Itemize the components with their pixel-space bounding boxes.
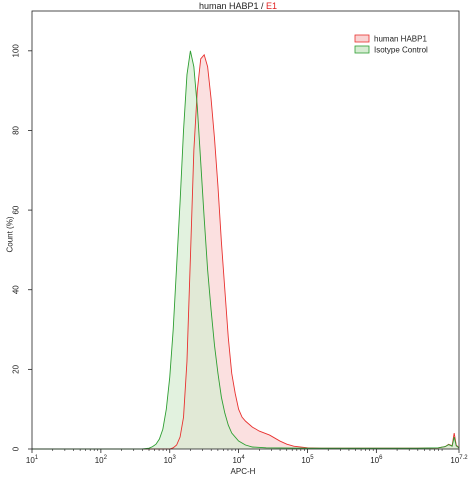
series-fill-0: [32, 54, 459, 450]
series-line-0: [32, 53, 460, 450]
chart-legend: human HABP1 Isotype Control: [354, 34, 428, 55]
chart-axes: 0 20 40 60 80 100 101 102 103 104 105 106 107.2: [12, 10, 468, 465]
x-tick-label: 104: [232, 455, 245, 465]
legend-swatch-1: [354, 45, 370, 54]
x-tick-label: 103: [164, 455, 177, 465]
y-tick-label: 80: [12, 125, 21, 134]
legend-swatch-0: [354, 34, 370, 43]
chart-title-main: human HABP1 /: [198, 1, 267, 11]
plot-frame: [31, 10, 460, 450]
series-fill-1: [32, 50, 459, 449]
x-tick-label: 101: [26, 455, 39, 465]
x-tick-label: 107.2: [450, 455, 468, 465]
x-tick-label: 102: [95, 455, 108, 465]
y-tick-label: 20: [12, 364, 21, 373]
x-axis-title: APC-H: [230, 467, 256, 476]
x-tick-label: 105: [301, 455, 314, 465]
chart-title-accent: E1: [266, 1, 278, 11]
x-tick-label: 106: [370, 455, 383, 465]
y-tick-label: 100: [12, 44, 21, 58]
y-tick-label: 60: [12, 205, 21, 214]
legend-label-1: Isotype Control: [374, 46, 428, 55]
series-areas: [32, 50, 460, 450]
y-tick-label: 40: [12, 285, 21, 294]
y-tick-label: 0: [12, 446, 21, 451]
series-line-1: [32, 50, 460, 450]
chart-title: human HABP1 / E1: [0, 1, 476, 11]
y-axis-title: Count (%): [5, 216, 15, 253]
legend-label-0: human HABP1: [374, 35, 427, 44]
